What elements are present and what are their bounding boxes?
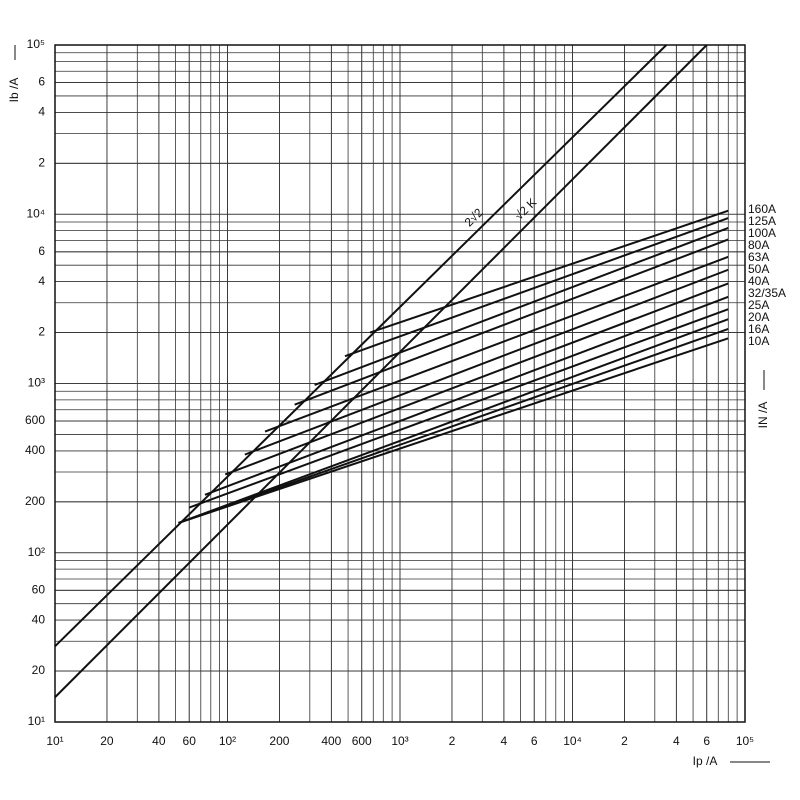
fuse-curve	[188, 308, 729, 509]
series-label: 125A	[748, 214, 776, 228]
legend-title: IN /A	[756, 402, 770, 429]
y-tick-label: 6	[38, 75, 45, 89]
x-tick-label: 400	[321, 734, 341, 748]
x-tick-label: 4	[501, 734, 508, 748]
fuse-curve	[178, 318, 729, 524]
x-tick-label: 10⁵	[736, 734, 754, 748]
x-tick-label: 200	[269, 734, 289, 748]
x-axis-title: Ip /A	[693, 754, 718, 768]
x-tick-label: 10²	[219, 734, 236, 748]
y-tick-label: 10²	[28, 545, 45, 559]
y-axis-title: Ib /A	[7, 78, 21, 103]
x-tick-label: 4	[673, 734, 680, 748]
x-tick-label: 40	[152, 734, 166, 748]
fuse-curve	[369, 209, 729, 334]
fuse-curve	[178, 328, 729, 524]
y-tick-label: 10⁴	[26, 206, 45, 220]
x-tick-label: 6	[703, 734, 710, 748]
series-label: 25A	[748, 298, 769, 312]
x-tick-label: 10¹	[46, 734, 63, 748]
series-label: 63A	[748, 250, 769, 264]
fuse-curve	[244, 268, 729, 456]
y-tick-label: 10¹	[28, 714, 45, 728]
x-tick-label: 10³	[391, 734, 408, 748]
fuse-curve	[224, 282, 729, 476]
series-label: 20A	[748, 310, 769, 324]
reference-line	[54, 44, 668, 648]
line-label: √2 K	[512, 195, 539, 222]
series-label: 80A	[748, 238, 769, 252]
y-tick-label: 600	[25, 413, 45, 427]
y-tick-label: 20	[32, 663, 46, 677]
y-tick-label: 10⁵	[27, 37, 45, 51]
series-label: 160A	[748, 202, 776, 216]
x-tick-label: 6	[531, 734, 538, 748]
y-tick-label: 6	[38, 244, 45, 258]
y-tick-label: 40	[32, 612, 46, 626]
fuse-curve	[204, 295, 729, 496]
y-tick-label: 10³	[28, 376, 45, 390]
y-tick-label: 4	[38, 105, 45, 119]
x-tick-label: 2	[621, 734, 628, 748]
y-tick-label: 200	[25, 494, 45, 508]
fuse-curve	[294, 238, 729, 406]
y-tick-label: 60	[32, 582, 46, 596]
y-tick-label: 400	[25, 443, 45, 457]
series-label: 32/35A	[748, 286, 786, 300]
series-label: 10A	[748, 334, 769, 348]
fuse-curve	[314, 227, 729, 386]
y-tick-label: 4	[38, 274, 45, 288]
x-tick-label: 20	[100, 734, 114, 748]
fuse-curve	[264, 255, 729, 433]
y-tick-label: 2	[38, 155, 45, 169]
series-label: 100A	[748, 226, 776, 240]
series-label: 50A	[748, 262, 769, 276]
plot-frame	[54, 44, 746, 723]
series-label: 40A	[748, 274, 769, 288]
x-tick-label: 2	[449, 734, 456, 748]
y-tick-label: 2	[38, 325, 45, 339]
series-label: 16A	[748, 322, 769, 336]
x-tick-label: 60	[183, 734, 197, 748]
fuse-curve	[178, 337, 729, 524]
fuse-curve	[344, 217, 729, 358]
x-tick-label: 10⁴	[563, 734, 582, 748]
x-tick-label: 600	[352, 734, 372, 748]
